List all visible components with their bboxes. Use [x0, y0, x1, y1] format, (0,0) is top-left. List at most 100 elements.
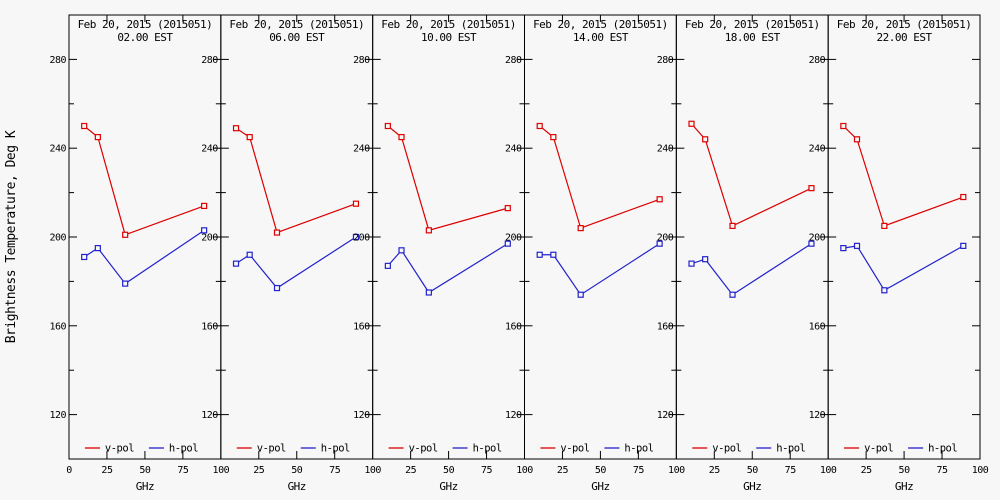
- x-tick-label: 100: [516, 465, 533, 476]
- y-tick-label: 240: [353, 144, 370, 155]
- y-tick-label: 240: [809, 144, 826, 155]
- x-tick-label: 50: [595, 465, 607, 476]
- y-tick-label: 200: [505, 233, 522, 244]
- v-pol-marker: [122, 231, 129, 238]
- panel-subtitle: 02.00 EST: [117, 31, 173, 44]
- h-pol-marker: [384, 262, 391, 269]
- h-pol-line: [691, 243, 812, 296]
- v-pol-marker: [960, 193, 967, 201]
- v-pol-line: [235, 127, 357, 234]
- h-pol-marker: [273, 284, 281, 292]
- y-tick-label: 120: [809, 410, 826, 421]
- x-tick-label: 0: [66, 465, 72, 476]
- x-axis-title: GHz: [591, 480, 609, 493]
- h-pol-marker: [808, 240, 815, 247]
- v-pol-marker: [577, 225, 584, 232]
- x-tick-label: 75: [329, 465, 341, 476]
- x-axis-title: GHz: [288, 480, 306, 493]
- v-pol-line: [842, 125, 964, 227]
- x-tick-label: 50: [291, 465, 303, 476]
- h-pol-line: [539, 243, 660, 296]
- panel-title: Feb 20, 2015 (2015051): [78, 18, 213, 31]
- h-pol-marker: [656, 240, 663, 247]
- y-tick-label: 200: [201, 233, 218, 244]
- h-pol-line: [387, 243, 509, 294]
- v-pol-marker: [881, 222, 888, 229]
- y-tick-label: 200: [809, 233, 826, 244]
- y-tick-label: 280: [353, 55, 370, 66]
- y-axis-title: Brightness Temperature, Deg K: [4, 130, 19, 343]
- v-pol-line: [691, 123, 812, 227]
- y-tick-label: 240: [505, 144, 522, 155]
- x-tick-label: 75: [481, 465, 493, 476]
- h-pol-line: [235, 236, 357, 289]
- x-tick-label: 75: [937, 465, 949, 476]
- vpol-legend-label: v-pol: [409, 443, 438, 455]
- v-pol-marker: [504, 205, 511, 212]
- hpol-legend-label: h-pol: [624, 443, 653, 455]
- x-tick-label: 25: [861, 465, 873, 476]
- v-pol-marker: [81, 122, 88, 130]
- x-axis-title: GHz: [439, 480, 457, 493]
- h-pol-marker: [688, 260, 695, 267]
- x-axis-title: GHz: [895, 480, 913, 493]
- v-pol-line: [83, 125, 205, 236]
- v-pol-marker: [246, 134, 253, 141]
- x-tick-label: 75: [785, 465, 797, 476]
- panel-0200: 120 160 200 240 280 0 25 50 75 100 GHz Feb 20, 2015…: [49, 14, 230, 493]
- panel-subtitle: 14.00 EST: [573, 31, 629, 44]
- h-pol-marker: [729, 291, 736, 298]
- v-pol-marker: [853, 136, 861, 143]
- x-tick-label: 75: [633, 465, 645, 476]
- y-tick-label: 160: [353, 321, 370, 332]
- y-tick-label: 160: [505, 321, 522, 332]
- v-pol-marker: [352, 200, 360, 207]
- h-pol-marker: [246, 251, 253, 258]
- v-pol-marker: [273, 229, 281, 236]
- vpol-legend-label: v-pol: [105, 443, 134, 455]
- panel-subtitle: 10.00 EST: [421, 31, 477, 44]
- h-pol-marker: [881, 287, 888, 294]
- x-tick-label: 50: [443, 465, 455, 476]
- panel-subtitle: 06.00 EST: [269, 31, 325, 44]
- x-tick-label: 75: [177, 465, 189, 476]
- y-tick-label: 240: [657, 144, 674, 155]
- y-tick-label: 200: [49, 233, 66, 244]
- x-tick-label: 25: [557, 465, 569, 476]
- h-pol-marker: [81, 253, 88, 261]
- y-tick-label: 280: [809, 55, 826, 66]
- v-pol-marker: [550, 134, 557, 141]
- hpol-legend-label: h-pol: [169, 443, 198, 455]
- panel-title: Feb 20, 2015 (2015051): [533, 18, 668, 31]
- vpol-legend-label: v-pol: [257, 443, 286, 455]
- x-tick-label: 100: [213, 465, 230, 476]
- y-tick-label: 160: [809, 321, 826, 332]
- x-tick-label: 100: [364, 465, 381, 476]
- v-pol-marker: [688, 120, 695, 127]
- h-pol-marker: [122, 280, 129, 287]
- x-tick-label: 50: [747, 465, 759, 476]
- h-pol-marker: [201, 227, 208, 234]
- y-tick-label: 160: [201, 321, 218, 332]
- h-pol-marker: [853, 242, 861, 249]
- v-pol-marker: [702, 136, 709, 143]
- h-pol-marker: [840, 245, 847, 252]
- v-pol-line: [387, 125, 508, 232]
- h-pol-line: [843, 245, 964, 292]
- vpol-legend-label: v-pol: [864, 443, 893, 455]
- y-tick-label: 240: [49, 144, 66, 155]
- x-tick-label: 100: [668, 465, 685, 476]
- y-tick-label: 120: [353, 410, 370, 421]
- y-tick-label: 160: [657, 321, 674, 332]
- hpol-legend-label: h-pol: [928, 443, 957, 455]
- v-pol-marker: [425, 227, 432, 234]
- y-tick-label: 120: [201, 410, 218, 421]
- v-pol-marker: [201, 202, 208, 210]
- h-pol-marker: [352, 233, 360, 241]
- panel-1000: 120 160 200 240 280 25 50 75 100 GHz Feb 20, 2015 …: [353, 14, 534, 493]
- v-pol-marker: [94, 134, 101, 141]
- h-pol-marker: [398, 247, 405, 254]
